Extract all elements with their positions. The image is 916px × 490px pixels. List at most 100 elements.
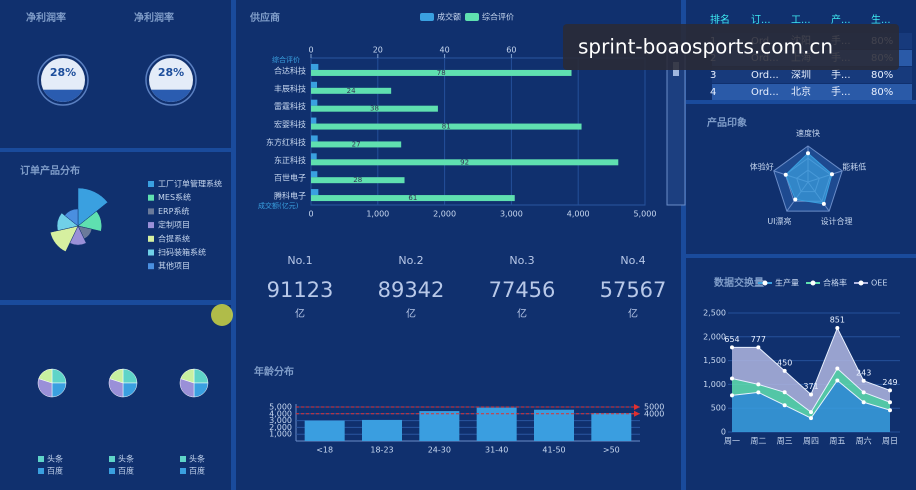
bar-value-label: 81	[442, 123, 451, 131]
rank-label: No.4	[620, 254, 645, 267]
legend-label: 工厂订单管理系统	[158, 179, 222, 189]
legend-dot	[858, 280, 864, 286]
legend-swatch	[38, 456, 44, 462]
bar	[311, 141, 402, 148]
table-cell: 4	[710, 87, 716, 98]
legend-swatch	[180, 456, 186, 462]
radar-label: 体验好	[750, 161, 774, 171]
y-tick-label: 1,000	[703, 380, 726, 389]
cursor	[211, 304, 233, 326]
x-tick-label: 周一	[724, 437, 740, 446]
y-tick-label: 2,000	[269, 423, 292, 432]
bar	[591, 413, 632, 441]
x-tick-label: 3,000	[500, 210, 523, 219]
radar-point	[829, 172, 834, 177]
rank-label: No.2	[398, 254, 423, 267]
legend-label: 百度	[47, 466, 63, 476]
x2-tick-label: 40	[440, 46, 450, 55]
rank-value: 57567	[600, 278, 667, 302]
bar	[476, 407, 517, 441]
data-label: 851	[830, 316, 845, 325]
x-tick-label: 5,000	[634, 210, 657, 219]
table-cell: 80%	[871, 70, 893, 81]
bar-value-label: 78	[437, 69, 446, 77]
table-cell: Ord...	[751, 87, 779, 98]
bar	[311, 69, 572, 76]
y-tick-label: 1,000	[269, 430, 292, 439]
x-tick-label: 31-40	[485, 446, 508, 455]
bar-value-label: 92	[460, 158, 469, 166]
series-point	[756, 345, 761, 350]
series-point	[730, 345, 734, 350]
series-point	[756, 390, 761, 395]
rose-segment	[64, 208, 79, 227]
x-tick-label: 41-50	[542, 446, 565, 455]
y-tick-label: 4,000	[269, 409, 292, 418]
radar-label: 速度快	[796, 128, 820, 138]
legend-label: 百度	[189, 466, 205, 476]
legend-swatch	[420, 13, 434, 21]
rank-unit: 亿	[628, 307, 638, 320]
data-label: 243	[856, 368, 871, 377]
y-tick-label: 东方红科技	[266, 137, 306, 147]
y-tick-label: 腾科电子	[274, 191, 306, 201]
legend-label: 合提系统	[158, 233, 190, 243]
watermark: sprint-boaosports.com.cn	[578, 35, 833, 59]
y-tick-label: 雷霆科技	[274, 101, 306, 111]
legend-label: 头条	[189, 454, 205, 464]
table-header: 生...	[871, 13, 891, 26]
legend-label: 综合评价	[482, 12, 514, 22]
y-tick-label: 0	[721, 428, 726, 437]
gauge-label: 28%	[158, 66, 184, 79]
legend-swatch	[38, 468, 44, 474]
bar	[311, 189, 319, 196]
legend-swatch	[148, 194, 154, 201]
y-tick-label: 5,000	[269, 403, 292, 412]
legend-label: MES系统	[158, 192, 191, 202]
gauge-label: 28%	[50, 66, 76, 79]
bar-value-label: 28	[353, 176, 362, 184]
series-point	[730, 376, 734, 381]
series-point	[756, 382, 761, 387]
table-header: 订...	[751, 14, 771, 26]
table-cell: 深圳	[791, 69, 811, 81]
panel-title: 供应商	[249, 11, 280, 24]
mark-arrow	[634, 404, 640, 410]
legend-swatch	[465, 13, 479, 21]
panel-title: 年龄分布	[254, 365, 294, 378]
legend-swatch	[148, 263, 154, 270]
legend-label: 定制项目	[158, 220, 190, 230]
panel-title: 数据交换量	[714, 276, 764, 289]
x-tick-label: 1,000	[366, 210, 389, 219]
legend-label: 头条	[47, 454, 63, 464]
legend-label: 其他项目	[158, 261, 190, 271]
bar-value-label: 61	[408, 194, 417, 202]
rank-value: 91123	[267, 278, 334, 302]
legend-swatch	[148, 249, 154, 256]
table-row	[712, 67, 912, 83]
x2-tick-label: 0	[308, 46, 313, 55]
y-tick-label: 3,000	[269, 416, 292, 425]
x-tick-label: 周五	[829, 437, 845, 446]
data-label: 777	[751, 335, 766, 344]
x-tick-label: 周四	[803, 437, 819, 446]
legend-label: 扫码装箱系统	[158, 247, 206, 257]
rank-value: 89342	[378, 278, 445, 302]
data-label: 654	[724, 335, 739, 344]
mark-label: 5000	[644, 403, 664, 412]
x-tick-label: 周六	[856, 436, 872, 446]
data-label: 371	[803, 382, 818, 391]
panel	[236, 0, 681, 490]
rose-segment	[56, 212, 79, 231]
bar	[311, 81, 318, 88]
series-point	[835, 378, 840, 383]
area-fill	[732, 380, 890, 432]
rank-value: 77456	[489, 278, 556, 302]
y-tick-label: 丰辰科技	[274, 83, 306, 93]
bar	[311, 171, 318, 178]
x-tick-label: <18	[316, 446, 333, 455]
legend-label: OEE	[871, 279, 887, 288]
legend-swatch	[148, 208, 154, 215]
series-point	[861, 390, 866, 395]
y-tick-label: 宏婴科技	[274, 119, 306, 129]
